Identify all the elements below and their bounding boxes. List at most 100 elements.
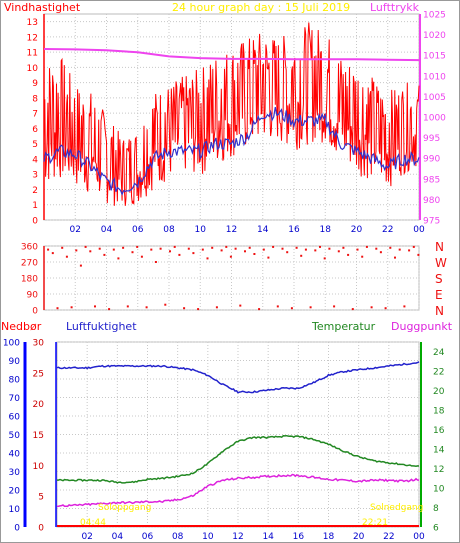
humidity-tick-label: 40 xyxy=(9,450,21,460)
rain-label: Nedbør xyxy=(1,320,42,333)
direction-point xyxy=(375,247,378,250)
direction-point xyxy=(108,308,111,311)
direction-tick-label: 0 xyxy=(32,307,38,317)
hour-tick-label: 20 xyxy=(351,225,363,235)
humidity-tick-label: 70 xyxy=(9,394,21,404)
direction-point xyxy=(244,250,246,253)
hour-tick-label: 04 xyxy=(112,532,124,542)
direction-point xyxy=(328,247,331,250)
rain-tick-label: 20 xyxy=(33,400,45,410)
sunset-label: Solnedgang xyxy=(370,503,423,513)
pressure-tick-label: 1010 xyxy=(423,72,446,82)
direction-point xyxy=(192,252,195,255)
humidity-line xyxy=(56,361,420,394)
hour-tick-label: 06 xyxy=(142,532,154,542)
direction-point xyxy=(248,246,251,249)
temp-tick-label: 14 xyxy=(433,446,445,456)
direction-point xyxy=(258,308,261,311)
rain-tick-label: 5 xyxy=(38,493,44,503)
hour-tick-label: 12 xyxy=(232,532,243,542)
hour-tick-label: 16 xyxy=(288,225,300,235)
direction-point xyxy=(103,253,106,256)
rain-tick-label: 30 xyxy=(33,339,45,349)
direction-point xyxy=(94,305,96,308)
temp-tick-label: 16 xyxy=(433,426,445,436)
temp-tick-label: 22 xyxy=(433,368,444,378)
direction-point xyxy=(61,246,64,249)
direction-point xyxy=(164,303,167,306)
direction-point xyxy=(70,306,73,309)
temp-tick-label: 24 xyxy=(433,348,445,358)
rain-tick-label: 15 xyxy=(33,431,44,441)
direction-point xyxy=(140,255,143,258)
sunset-time: 22:21 xyxy=(362,518,388,528)
direction-point xyxy=(370,306,373,309)
wind-tick-label: 9 xyxy=(32,79,38,89)
direction-point xyxy=(290,307,293,310)
direction-point xyxy=(234,247,237,250)
wind-speed-label: Vindhastighet xyxy=(4,1,81,14)
humidity-tick-label: 50 xyxy=(9,431,21,441)
direction-point xyxy=(337,250,340,253)
pressure-tick-label: 1020 xyxy=(423,31,446,41)
humidity-tick-label: 0 xyxy=(14,524,20,534)
temp-tick-label: 18 xyxy=(433,407,445,417)
direction-point xyxy=(323,257,326,260)
direction-point xyxy=(225,245,228,248)
temp-tick-label: 12 xyxy=(433,465,444,475)
pressure-tick-label: 980 xyxy=(423,196,440,206)
direction-point xyxy=(253,253,256,255)
hour-tick-label: 18 xyxy=(323,532,335,542)
direction-point xyxy=(267,256,270,259)
hour-tick-label: 02 xyxy=(81,532,92,542)
pressure-tick-label: 995 xyxy=(423,134,440,144)
direction-point xyxy=(239,304,242,307)
humidity-tick-label: 60 xyxy=(9,413,21,423)
wind-tick-label: 7 xyxy=(32,110,38,120)
direction-point xyxy=(206,257,209,260)
hour-tick-label: 22 xyxy=(382,225,393,235)
sunrise-time: 04:44 xyxy=(80,518,106,528)
direction-tick-label: 360 xyxy=(21,243,38,253)
hour-tick-label: 08 xyxy=(163,225,175,235)
direction-point xyxy=(300,254,303,257)
direction-tick-label: 90 xyxy=(27,291,39,301)
humidity-temp-chart: Nedbør Luftfuktighet Temperatur Duggpunk… xyxy=(1,320,453,542)
direction-point xyxy=(136,245,139,248)
humidity-tick-label: 100 xyxy=(3,339,20,349)
rain-tick-label: 0 xyxy=(38,524,44,534)
compass-tick-label: N xyxy=(435,304,444,318)
hour-tick-label: 10 xyxy=(195,225,207,235)
chart-title: 24 hour graph day : 15 Juli 2019 xyxy=(172,1,350,14)
direction-point xyxy=(347,253,350,256)
direction-point xyxy=(183,307,186,310)
hour-tick-label: 02 xyxy=(70,225,81,235)
wind-tick-label: 13 xyxy=(27,18,38,28)
wind-tick-label: 1 xyxy=(32,201,38,211)
direction-point xyxy=(169,250,171,253)
direction-point xyxy=(47,248,50,251)
direction-point xyxy=(333,305,336,308)
direction-point xyxy=(131,251,134,254)
wind-tick-label: 3 xyxy=(32,171,38,181)
direction-point xyxy=(356,248,359,251)
direction-point xyxy=(351,308,354,311)
direction-point xyxy=(211,246,214,249)
direction-point xyxy=(272,245,275,248)
direction-point xyxy=(122,246,125,249)
dewpoint-line xyxy=(56,473,420,508)
compass-tick-label: S xyxy=(435,272,443,286)
dewpoint-label: Duggpunkt xyxy=(391,320,453,333)
direction-tick-label: 180 xyxy=(21,275,38,285)
direction-point xyxy=(295,246,298,249)
direction-point xyxy=(398,248,401,251)
direction-point xyxy=(154,261,157,263)
wind-tick-label: 12 xyxy=(27,33,38,43)
temp-tick-label: 6 xyxy=(433,524,439,534)
direction-point xyxy=(215,306,218,309)
wind-tick-label: 8 xyxy=(32,94,38,104)
sunrise-label: Soloppgang xyxy=(98,503,151,513)
direction-point xyxy=(75,249,78,252)
